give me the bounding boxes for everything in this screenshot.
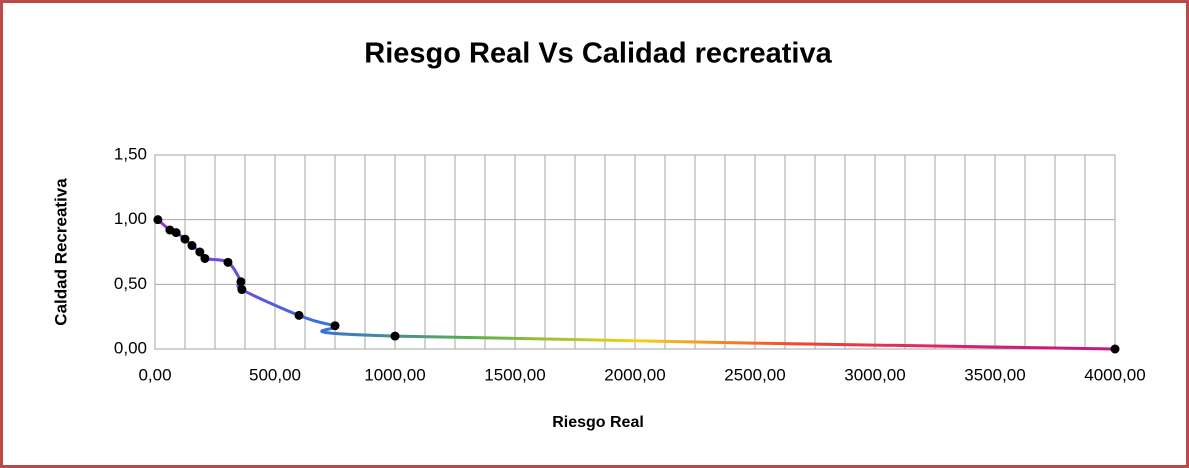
marker bbox=[1110, 344, 1120, 354]
marker bbox=[195, 247, 205, 257]
marker bbox=[330, 321, 340, 331]
marker bbox=[294, 310, 304, 320]
y-tick-label: 1,00 bbox=[114, 209, 147, 228]
y-tick-label: 0,50 bbox=[114, 274, 147, 293]
plot-border bbox=[154, 154, 1116, 350]
marker bbox=[390, 331, 400, 341]
x-tick-label: 4000,00 bbox=[1084, 365, 1145, 384]
y-tick-label: 0,00 bbox=[114, 338, 147, 357]
marker bbox=[171, 228, 181, 238]
x-tick-label: 3000,00 bbox=[844, 365, 905, 384]
x-tick-label: 500,00 bbox=[249, 365, 301, 384]
marker bbox=[153, 215, 163, 225]
marker bbox=[236, 277, 246, 287]
x-tick-label: 1000,00 bbox=[364, 365, 425, 384]
marker bbox=[187, 241, 197, 251]
y-axis-label: Caldad Recreativa bbox=[51, 178, 70, 326]
x-tick-label: 2500,00 bbox=[724, 365, 785, 384]
x-tick-label: 2000,00 bbox=[604, 365, 665, 384]
x-tick-label: 3500,00 bbox=[964, 365, 1025, 384]
marker bbox=[200, 253, 210, 263]
marker bbox=[223, 257, 233, 267]
y-tick-label: 1,50 bbox=[114, 144, 147, 163]
x-tick-label: 1500,00 bbox=[484, 365, 545, 384]
chart-title: Riesgo Real Vs Calidad recreativa bbox=[364, 38, 832, 70]
x-axis-label: Riesgo Real bbox=[552, 414, 644, 431]
x-tick-label: 0,00 bbox=[138, 365, 171, 384]
marker bbox=[180, 234, 190, 244]
marker bbox=[237, 285, 247, 295]
